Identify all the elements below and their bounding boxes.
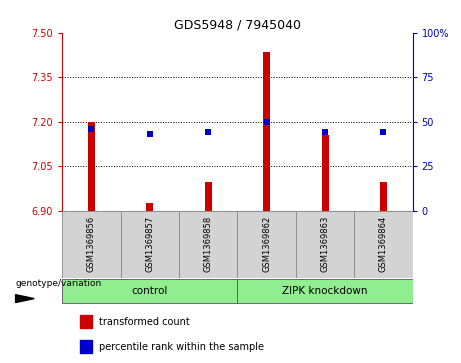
Text: transformed count: transformed count: [99, 317, 190, 327]
Text: genotype/variation: genotype/variation: [16, 279, 102, 288]
Bar: [354, 211, 413, 278]
Text: GSM1369863: GSM1369863: [320, 216, 330, 272]
Bar: [296, 211, 354, 278]
Bar: [237, 211, 296, 278]
Title: GDS5948 / 7945040: GDS5948 / 7945040: [174, 19, 301, 32]
Bar: [237, 279, 413, 302]
Polygon shape: [16, 295, 34, 302]
Text: GSM1369862: GSM1369862: [262, 216, 271, 272]
Text: GSM1369864: GSM1369864: [379, 216, 388, 272]
Bar: [80, 340, 92, 353]
Bar: [263, 52, 270, 211]
Bar: [121, 211, 179, 278]
Bar: [62, 279, 237, 302]
Bar: [62, 211, 121, 278]
Bar: [88, 122, 95, 211]
Text: GSM1369856: GSM1369856: [87, 216, 96, 272]
Bar: [205, 182, 212, 211]
Bar: [80, 315, 92, 328]
Bar: [179, 211, 237, 278]
Text: ZIPK knockdown: ZIPK knockdown: [282, 286, 368, 296]
Text: percentile rank within the sample: percentile rank within the sample: [99, 342, 264, 352]
Bar: [146, 203, 154, 211]
Bar: [380, 182, 387, 211]
Text: GSM1369858: GSM1369858: [204, 216, 213, 272]
Text: control: control: [132, 286, 168, 296]
Bar: [321, 135, 329, 211]
Text: GSM1369857: GSM1369857: [145, 216, 154, 272]
